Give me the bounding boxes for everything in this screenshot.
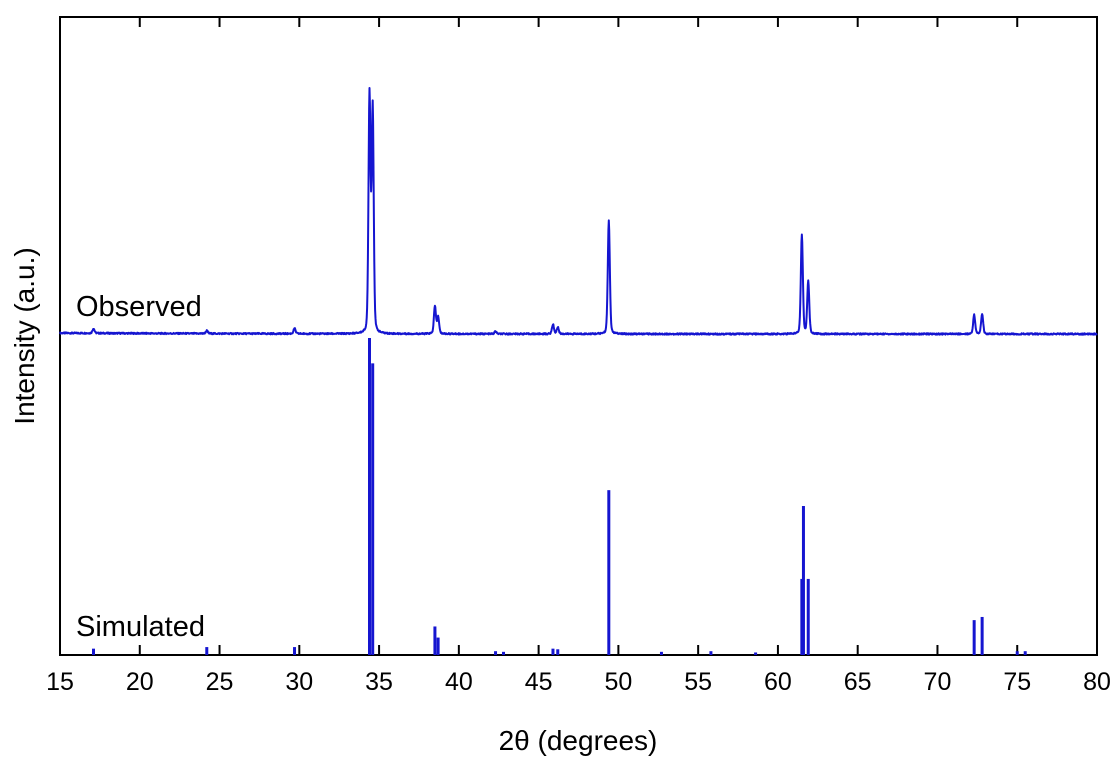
- x-tick-label-55: 55: [684, 668, 712, 696]
- simulated-stick-11: [607, 490, 611, 655]
- x-tick-label-40: 40: [445, 668, 473, 696]
- simulated-stick-8: [502, 651, 506, 655]
- x-axis-title: 2θ (degrees): [499, 725, 658, 756]
- x-tick-label-30: 30: [285, 668, 313, 696]
- x-tick-label-15: 15: [46, 668, 74, 696]
- x-tick-label-25: 25: [206, 668, 234, 696]
- simulated-stick-9: [551, 648, 555, 655]
- x-axis-tick-labels: 15 20 25 30 35 40 45 50 55 60 65 70 75 80: [46, 668, 1111, 696]
- x-tick-label-60: 60: [764, 668, 792, 696]
- simulated-stick-2: [293, 647, 297, 656]
- x-axis-ticks: [59, 17, 1098, 655]
- simulated-stick-0: [92, 648, 95, 655]
- simulated-stick-13: [709, 651, 713, 655]
- plot-frame: [59, 16, 1098, 656]
- simulated-stick-1: [205, 647, 209, 656]
- simulated-stick-20: [1015, 651, 1019, 655]
- observed-series-line: [59, 87, 1098, 336]
- x-tick-label-20: 20: [126, 668, 154, 696]
- simulated-stick-14: [754, 652, 758, 655]
- x-tick-label-80: 80: [1083, 668, 1111, 696]
- simulated-stick-15: [800, 578, 804, 655]
- simulated-stick-6: [436, 637, 440, 655]
- simulated-stick-18: [972, 620, 976, 655]
- simulated-stick-16: [801, 506, 805, 655]
- simulated-series: [92, 338, 1027, 656]
- x-tick-label-50: 50: [604, 668, 632, 696]
- simulated-stick-7: [494, 651, 498, 655]
- simulated-series-label: Simulated: [76, 611, 205, 643]
- x-tick-label-75: 75: [1003, 668, 1031, 696]
- y-axis-title: Intensity (a.u.): [9, 247, 40, 424]
- simulated-stick-17: [806, 578, 810, 655]
- simulated-stick-12: [659, 651, 663, 655]
- simulated-stick-21: [1023, 651, 1027, 655]
- x-tick-label-70: 70: [924, 668, 952, 696]
- x-tick-label-35: 35: [365, 668, 393, 696]
- x-tick-label-45: 45: [525, 668, 553, 696]
- simulated-stick-10: [556, 649, 560, 655]
- simulated-stick-4: [371, 363, 375, 655]
- simulated-stick-19: [980, 616, 984, 655]
- x-tick-label-65: 65: [844, 668, 872, 696]
- observed-series-label: Observed: [76, 291, 202, 323]
- simulated-stick-3: [368, 338, 371, 655]
- simulated-stick-5: [433, 626, 437, 655]
